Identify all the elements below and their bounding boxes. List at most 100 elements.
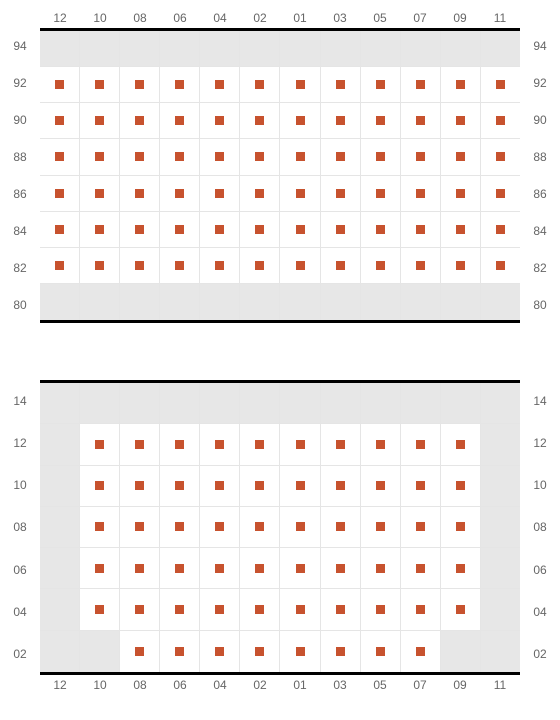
seat-cell[interactable]: [40, 212, 80, 248]
seat-cell[interactable]: [240, 589, 280, 630]
seat-cell[interactable]: [40, 67, 80, 103]
seat-cell[interactable]: [240, 176, 280, 212]
seat-cell[interactable]: [361, 103, 401, 139]
seat-cell[interactable]: [240, 248, 280, 284]
seat-cell[interactable]: [120, 507, 160, 548]
seat-cell[interactable]: [441, 176, 481, 212]
seat-cell[interactable]: [361, 507, 401, 548]
seat-cell[interactable]: [160, 466, 200, 507]
seat-cell[interactable]: [441, 139, 481, 175]
seat-cell[interactable]: [40, 139, 80, 175]
seat-cell[interactable]: [120, 548, 160, 589]
seat-cell[interactable]: [240, 507, 280, 548]
seat-cell[interactable]: [441, 466, 481, 507]
seat-cell[interactable]: [361, 139, 401, 175]
seat-cell[interactable]: [80, 507, 120, 548]
seat-cell[interactable]: [401, 589, 441, 630]
seat-cell[interactable]: [481, 176, 520, 212]
seat-cell[interactable]: [361, 548, 401, 589]
seat-cell[interactable]: [80, 67, 120, 103]
seat-cell[interactable]: [40, 103, 80, 139]
seat-cell[interactable]: [321, 589, 361, 630]
seat-cell[interactable]: [401, 466, 441, 507]
seat-cell[interactable]: [240, 139, 280, 175]
seat-cell[interactable]: [160, 103, 200, 139]
seat-cell[interactable]: [361, 212, 401, 248]
seat-cell[interactable]: [200, 176, 240, 212]
seat-cell[interactable]: [80, 548, 120, 589]
seat-cell[interactable]: [240, 67, 280, 103]
seat-cell[interactable]: [441, 424, 481, 465]
seat-cell[interactable]: [321, 103, 361, 139]
seat-cell[interactable]: [401, 507, 441, 548]
seat-cell[interactable]: [160, 507, 200, 548]
seat-cell[interactable]: [321, 631, 361, 672]
seat-cell[interactable]: [120, 212, 160, 248]
seat-cell[interactable]: [280, 548, 320, 589]
seat-cell[interactable]: [321, 424, 361, 465]
seat-cell[interactable]: [401, 424, 441, 465]
seat-cell[interactable]: [280, 212, 320, 248]
seat-cell[interactable]: [240, 466, 280, 507]
seat-cell[interactable]: [240, 103, 280, 139]
seat-cell[interactable]: [401, 212, 441, 248]
seat-cell[interactable]: [401, 548, 441, 589]
seat-cell[interactable]: [240, 631, 280, 672]
seat-cell[interactable]: [200, 548, 240, 589]
seat-cell[interactable]: [120, 424, 160, 465]
seat-cell[interactable]: [401, 139, 441, 175]
seat-cell[interactable]: [80, 176, 120, 212]
seat-cell[interactable]: [441, 212, 481, 248]
seat-cell[interactable]: [280, 103, 320, 139]
seat-cell[interactable]: [160, 548, 200, 589]
seat-cell[interactable]: [401, 67, 441, 103]
seat-cell[interactable]: [361, 248, 401, 284]
seat-cell[interactable]: [120, 176, 160, 212]
seat-cell[interactable]: [280, 176, 320, 212]
seat-cell[interactable]: [160, 212, 200, 248]
seat-cell[interactable]: [481, 139, 520, 175]
seat-cell[interactable]: [280, 507, 320, 548]
seat-cell[interactable]: [401, 176, 441, 212]
seat-cell[interactable]: [120, 589, 160, 630]
seat-cell[interactable]: [120, 248, 160, 284]
seat-cell[interactable]: [321, 466, 361, 507]
seat-cell[interactable]: [160, 631, 200, 672]
seat-cell[interactable]: [160, 67, 200, 103]
seat-cell[interactable]: [441, 67, 481, 103]
seat-cell[interactable]: [120, 103, 160, 139]
seat-cell[interactable]: [80, 248, 120, 284]
seat-cell[interactable]: [361, 67, 401, 103]
seat-cell[interactable]: [280, 466, 320, 507]
seat-cell[interactable]: [160, 139, 200, 175]
seat-cell[interactable]: [280, 139, 320, 175]
seat-cell[interactable]: [200, 67, 240, 103]
seat-cell[interactable]: [200, 248, 240, 284]
seat-cell[interactable]: [40, 176, 80, 212]
seat-cell[interactable]: [80, 424, 120, 465]
seat-cell[interactable]: [80, 589, 120, 630]
seat-cell[interactable]: [280, 631, 320, 672]
seat-cell[interactable]: [321, 139, 361, 175]
seat-cell[interactable]: [160, 176, 200, 212]
seat-cell[interactable]: [481, 212, 520, 248]
seat-cell[interactable]: [280, 248, 320, 284]
seat-cell[interactable]: [200, 424, 240, 465]
seat-cell[interactable]: [120, 139, 160, 175]
seat-cell[interactable]: [120, 67, 160, 103]
seat-cell[interactable]: [200, 507, 240, 548]
seat-cell[interactable]: [441, 103, 481, 139]
seat-cell[interactable]: [80, 139, 120, 175]
seat-cell[interactable]: [120, 631, 160, 672]
seat-cell[interactable]: [361, 424, 401, 465]
seat-cell[interactable]: [240, 424, 280, 465]
seat-cell[interactable]: [441, 507, 481, 548]
seat-cell[interactable]: [200, 631, 240, 672]
seat-cell[interactable]: [441, 548, 481, 589]
seat-cell[interactable]: [120, 466, 160, 507]
seat-cell[interactable]: [321, 548, 361, 589]
seat-cell[interactable]: [361, 631, 401, 672]
seat-cell[interactable]: [200, 103, 240, 139]
seat-cell[interactable]: [160, 424, 200, 465]
seat-cell[interactable]: [40, 248, 80, 284]
